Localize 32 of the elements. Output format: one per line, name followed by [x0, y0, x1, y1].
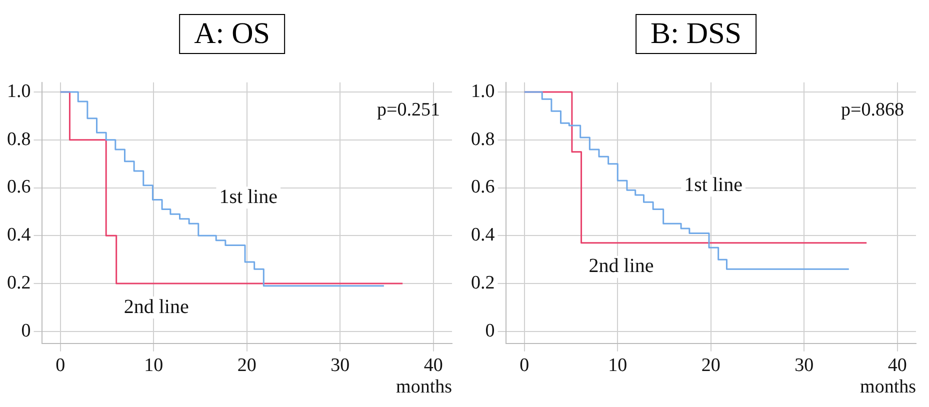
chart-title: A: OS: [179, 14, 285, 54]
x-tick-label: 10: [144, 354, 164, 376]
x-tick-label: 0: [56, 354, 66, 376]
y-tick-label: 0.6: [7, 176, 31, 198]
y-tick-label: 1.0: [7, 80, 31, 102]
x-axis-title: months: [860, 376, 916, 398]
x-tick-label: 30: [794, 354, 814, 376]
x-axis-title: months: [396, 376, 452, 398]
y-tick-label: 0.4: [7, 224, 32, 246]
y-tick-label: 0.4: [471, 224, 496, 246]
x-tick-label: 40: [424, 354, 443, 376]
y-tick-label: 0.2: [471, 272, 495, 294]
chart-title: B: DSS: [636, 14, 756, 54]
series-label: 1st line: [219, 186, 278, 208]
annotation: p=0.868: [841, 99, 904, 120]
y-tick-label: 1.0: [471, 80, 495, 102]
y-tick-label: 0: [485, 320, 495, 342]
x-tick-label: 20: [701, 354, 720, 376]
y-tick-label: 0.8: [7, 128, 31, 150]
y-tick-label: 0.8: [471, 128, 495, 150]
x-tick-label: 20: [237, 354, 256, 376]
y-tick-label: 0.2: [7, 272, 31, 294]
y-tick-label: 0: [21, 320, 31, 342]
series-label: 2nd line: [124, 296, 189, 318]
x-tick-label: 0: [520, 354, 530, 376]
y-tick-label: 0.6: [471, 176, 495, 198]
annotation: p=0.251: [377, 99, 440, 120]
x-tick-label: 40: [888, 354, 907, 376]
series-label: 1st line: [684, 174, 743, 196]
x-tick-label: 10: [608, 354, 628, 376]
series-label: 2nd line: [588, 255, 654, 278]
x-tick-label: 30: [330, 354, 350, 376]
